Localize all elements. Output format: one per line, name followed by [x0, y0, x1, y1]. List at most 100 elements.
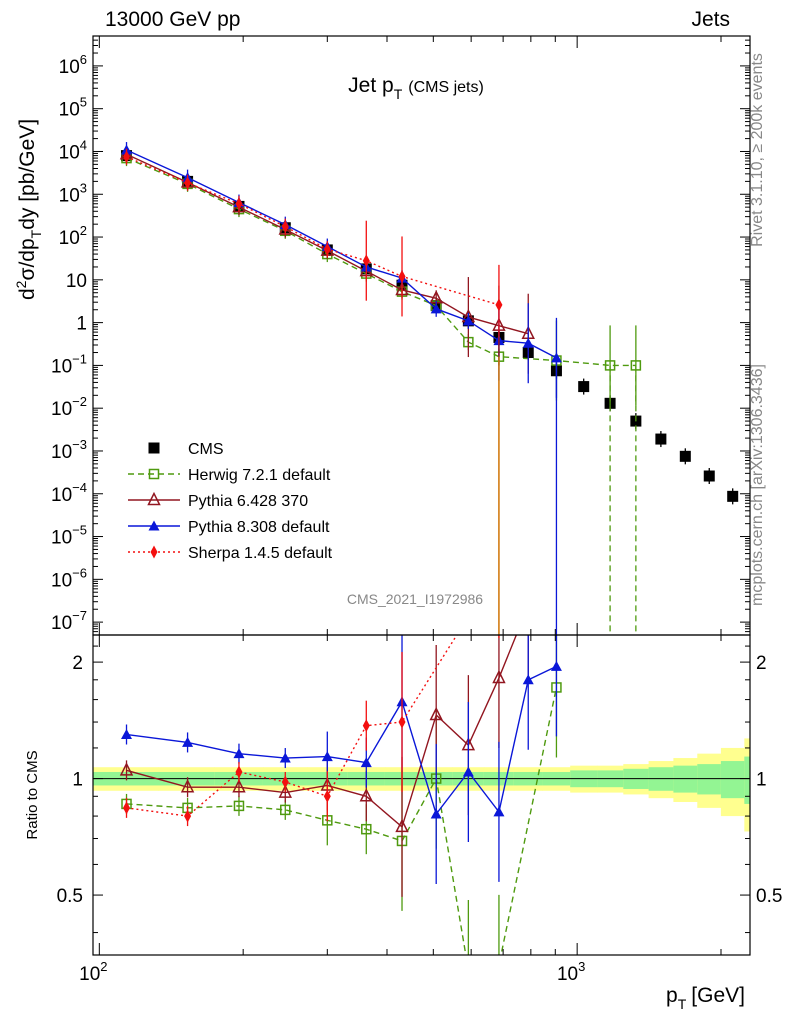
- legend-label-3: Pythia 8.308 default: [188, 519, 330, 536]
- data-point-3-10: [522, 337, 534, 348]
- legend-marker-2: [147, 491, 161, 506]
- ratio-point-4-5: [362, 719, 370, 733]
- ratio-point-3-0: [121, 728, 133, 739]
- x-tick-label: 103: [557, 959, 585, 985]
- y-tick-label: 1: [76, 314, 87, 335]
- ratio-line-3: [126, 665, 557, 816]
- data-point-3-11: [550, 352, 562, 363]
- ratio-point-4-6: [398, 715, 406, 729]
- ratio-line-1: [126, 687, 558, 955]
- y-tick-label: 103: [59, 180, 87, 206]
- y-tick-label: 10−5: [51, 523, 87, 549]
- y-tick-label: 10−1: [51, 351, 87, 377]
- data-point-4-6: [398, 269, 406, 283]
- ratio-point-3-10: [522, 674, 534, 685]
- legend-marker-1: [148, 468, 160, 480]
- ratio-point-4-2: [235, 765, 243, 779]
- y-axis-label: d2σ/dpTdy [pb/GeV]: [13, 119, 44, 300]
- data-point-3-8: [462, 315, 474, 326]
- ratio-point-3-8: [462, 766, 474, 777]
- legend-marker-0: [148, 442, 160, 454]
- ratio-point-4-3: [281, 775, 289, 789]
- ratio-point-4-0: [123, 801, 131, 815]
- ratio-point-2-1: [180, 779, 195, 793]
- ratio-point-4-1: [184, 809, 192, 823]
- y-tick-label: 10−6: [51, 565, 87, 591]
- ratio-tick-label-right: 2: [756, 653, 767, 674]
- ratio-band-green: [772, 745, 786, 820]
- ratio-point-2-2: [232, 779, 246, 793]
- ratio-point-3-1: [182, 736, 194, 747]
- data-point-4-1: [184, 176, 192, 190]
- mcplots-reference-label: mcplots.cern.ch [arXiv:1306.3436]: [749, 364, 766, 606]
- y-tick-label: 104: [59, 137, 87, 163]
- ratio-point-3-3: [279, 752, 291, 763]
- y-tick-label: 10−3: [51, 437, 87, 463]
- series-line-3: [126, 149, 557, 359]
- y-tick-label: 10: [66, 271, 87, 292]
- data-point-4-3: [281, 220, 289, 234]
- ratio-axis-label: Ratio to CMS: [24, 750, 41, 839]
- ratio-band-yellow: [772, 710, 786, 895]
- analysis-id: CMS_2021_I1972986: [347, 591, 483, 607]
- ratio-point-3-4: [321, 751, 333, 762]
- ratio-line-4: [126, 635, 458, 817]
- x-tick-label: 102: [79, 959, 107, 985]
- ratio-point-2-0: [119, 762, 134, 776]
- ratio-tick-label-left: 1: [72, 770, 83, 791]
- ratio-point-3-5: [360, 757, 372, 768]
- y-tick-label: 102: [59, 223, 87, 249]
- data-point-4-2: [235, 197, 243, 211]
- ratio-point-2-5: [359, 788, 374, 802]
- data-point-3-7: [430, 303, 442, 314]
- legend-marker-4: [150, 545, 158, 559]
- data-point-0-12: [578, 381, 590, 393]
- y-tick-label: 105: [59, 95, 87, 121]
- ratio-band-green: [720, 761, 745, 799]
- ratio-point-2-6: [395, 818, 409, 833]
- y-tick-label: 106: [59, 52, 87, 78]
- ratio-point-2-9: [492, 669, 506, 684]
- data-point-0-16: [679, 450, 691, 462]
- ratio-point-1-8: [464, 966, 473, 975]
- ratio-point-2-3: [278, 784, 292, 798]
- ratio-tick-label-right: 0.5: [756, 886, 782, 907]
- data-point-4-7: [495, 298, 503, 312]
- data-point-4-0: [123, 150, 131, 164]
- ratio-point-3-7: [430, 808, 442, 819]
- legend-label-0: CMS: [188, 441, 224, 458]
- ratio-point-1-2: [233, 800, 245, 812]
- legend-label-1: Herwig 7.2.1 default: [188, 467, 331, 484]
- data-point-0-18: [727, 490, 739, 502]
- ratio-point-4-4: [323, 789, 331, 803]
- ratio-point-3-11: [550, 660, 562, 671]
- ratio-point-1-3: [280, 804, 291, 816]
- legend-label-2: Pythia 6.428 370: [188, 493, 308, 510]
- header-left: 13000 GeV pp: [105, 8, 241, 31]
- y-tick-label: 10−7: [51, 608, 87, 634]
- rivet-version-label: Rivet 3.1.10, ≥ 200k events: [749, 53, 766, 247]
- data-point-0-20: [773, 541, 784, 552]
- ratio-point-2-10: [523, 599, 534, 610]
- ratio-uncertainty-bands: [93, 710, 786, 895]
- data-point-4-4: [323, 242, 331, 256]
- data-point-0-17: [703, 470, 715, 482]
- chart-title: Jet pT (CMS jets): [348, 74, 484, 102]
- ratio-point-2-7: [429, 706, 443, 721]
- x-axis-label: pT [GeV]: [666, 984, 745, 1012]
- ratio-point-3-9: [493, 806, 505, 817]
- header-right: Jets: [691, 8, 730, 31]
- legend-label-4: Sherpa 1.4.5 default: [188, 545, 333, 562]
- y-tick-label: 10−4: [51, 480, 87, 506]
- legend-marker-3: [148, 520, 160, 531]
- data-point-0-15: [655, 433, 667, 445]
- ratio-band-yellow: [761, 710, 772, 895]
- ratio-tick-label-left: 0.5: [57, 886, 83, 907]
- ratio-band-green: [673, 765, 698, 793]
- ratio-band-green: [744, 756, 750, 804]
- ratio-point-1-9: [494, 960, 503, 969]
- ratio-tick-label-left: 2: [72, 653, 83, 674]
- ratio-frame: [92, 634, 751, 956]
- y-tick-label: 10−2: [51, 394, 87, 420]
